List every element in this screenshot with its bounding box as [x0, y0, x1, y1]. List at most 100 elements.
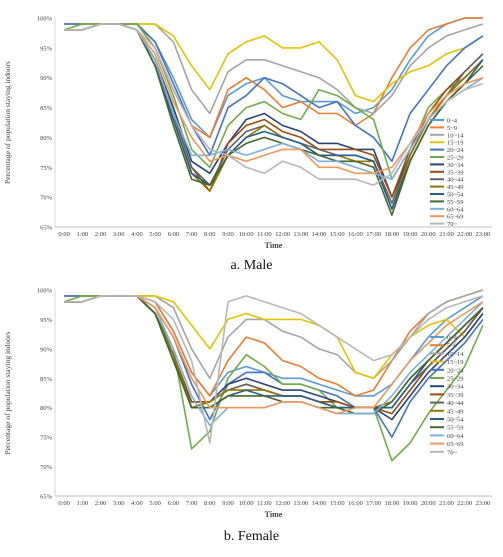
x-tick-label: 12:00	[275, 231, 290, 238]
x-tick-label: 8:00	[204, 500, 216, 507]
x-tick-label: 21:00	[439, 500, 454, 507]
series-line-14	[64, 295, 484, 444]
x-tick-label: 18:00	[384, 500, 399, 507]
series-line-3	[64, 295, 484, 380]
x-tick-label: 13:00	[293, 500, 308, 507]
x-tick-label: 22:00	[457, 231, 472, 238]
x-tick-label: 10:00	[239, 500, 254, 507]
x-tick-label: 6:00	[168, 231, 180, 238]
x-tick-label: 1:00	[77, 500, 89, 507]
series-line-4	[64, 295, 484, 438]
x-tick-label: 16:00	[348, 231, 363, 238]
x-tick-label: 6:00	[168, 500, 180, 507]
legend-label: 15~19	[447, 140, 464, 147]
legend-label: 60~64	[447, 433, 464, 440]
female-chart: 65% 70% 75% 80% 85% 90% 95% 100% 0:00 1:00 2:00 3:0…	[3, 288, 492, 519]
x-tick-label: 9:00	[222, 231, 234, 238]
x-tick-label: 18:00	[384, 231, 399, 238]
legend-label: 65~69	[447, 214, 464, 221]
series-line-12	[64, 295, 484, 427]
legend-label: 45~49	[447, 184, 464, 191]
series-line-10	[64, 23, 484, 210]
legend-label: 25~29	[447, 376, 464, 383]
legend-label: 40~44	[447, 400, 464, 407]
x-tick-label: 17:00	[366, 231, 381, 238]
series-line-6	[64, 23, 484, 198]
legend-label: 10~14	[447, 132, 464, 139]
x-tick-label: 5:00	[149, 231, 161, 238]
x-tick-label: 12:00	[275, 500, 290, 507]
y-tick-label: 80%	[40, 405, 53, 412]
x-tick-label: 15:00	[330, 231, 345, 238]
legend-label: 30~34	[447, 162, 464, 169]
x-tick-label: 16:00	[348, 500, 363, 507]
legend-label: 65~69	[447, 441, 464, 448]
x-tick-label: 14:00	[312, 500, 327, 507]
caption-male: a. Male	[230, 258, 273, 273]
x-tick-label: 22:00	[457, 500, 472, 507]
x-axis-title: Time	[265, 510, 283, 519]
x-tick-label: 11:00	[257, 500, 272, 507]
y-tick-label: 75%	[40, 435, 53, 442]
legend-label: 5~9	[447, 125, 457, 132]
series-line-2	[64, 289, 484, 380]
x-tick-label: 0:00	[58, 500, 70, 507]
legend-label: 10~14	[447, 351, 464, 358]
x-tick-label: 0:00	[58, 231, 70, 238]
series-line-6	[64, 295, 484, 421]
series-line-1	[64, 289, 484, 397]
legend-label: 0~4	[447, 335, 458, 342]
x-tick-label: 9:00	[222, 500, 234, 507]
x-tick-label: 23:00	[475, 500, 490, 507]
legend-label: 35~39	[447, 169, 464, 176]
chart-panel-male: 65% 70% 75% 80% 85% 90% 95% 100% 0:00 1:00 2:00 3:0…	[0, 0, 503, 275]
x-tick-label: 19:00	[403, 500, 418, 507]
y-tick-label: 85%	[40, 105, 53, 112]
series-line-7	[64, 23, 484, 198]
male-chart: 65% 70% 75% 80% 85% 90% 95% 100% 0:00 1:00 2:00 3:0…	[3, 16, 492, 250]
legend-label: 0~4	[447, 118, 458, 125]
y-tick-label: 95%	[40, 317, 53, 324]
x-tick-label: 15:00	[330, 500, 345, 507]
x-tick-label: 11:00	[257, 231, 272, 238]
x-tick-label: 7:00	[186, 231, 198, 238]
y-axis-title: Percentage of population staying indoors	[3, 61, 12, 184]
x-tick-label: 13:00	[293, 231, 308, 238]
x-tick-label: 2:00	[95, 231, 107, 238]
x-tick-label: 8:00	[204, 231, 216, 238]
x-tick-label: 2:00	[95, 500, 107, 507]
y-tick-label: 90%	[40, 346, 53, 353]
x-tick-label: 17:00	[366, 500, 381, 507]
legend-label: 20~24	[447, 147, 464, 154]
x-tick-label: 5:00	[149, 500, 161, 507]
x-tick-label: 20:00	[421, 231, 436, 238]
x-tick-label: 20:00	[421, 500, 436, 507]
y-tick-label: 65%	[40, 494, 53, 501]
y-tick-label: 75%	[40, 165, 53, 172]
caption-female: b. Female	[223, 529, 280, 544]
legend-label: 45~49	[447, 408, 464, 415]
y-tick-label: 100%	[37, 16, 53, 23]
legend-label: 70~	[447, 221, 458, 228]
legend-label: 35~39	[447, 392, 464, 399]
legend-label: 25~29	[447, 155, 464, 162]
series-line-9	[64, 23, 484, 210]
y-tick-label: 70%	[40, 195, 53, 202]
y-tick-label: 90%	[40, 75, 53, 82]
x-tick-label: 19:00	[403, 231, 418, 238]
x-tick-label: 7:00	[186, 500, 198, 507]
x-tick-label: 21:00	[439, 231, 454, 238]
legend-label: 20~24	[447, 367, 464, 374]
legend-label: 5~9	[447, 343, 457, 350]
y-tick-label: 85%	[40, 376, 53, 383]
x-tick-label: 3:00	[113, 231, 125, 238]
series-line-8	[64, 23, 484, 204]
legend-label: 50~54	[447, 417, 464, 424]
x-axis-title: Time	[265, 241, 283, 250]
series-line-14	[64, 23, 484, 186]
y-tick-label: 70%	[40, 464, 53, 471]
legend-label: 40~44	[447, 177, 464, 184]
legend-label: 15~19	[447, 359, 464, 366]
y-tick-label: 65%	[40, 225, 53, 232]
